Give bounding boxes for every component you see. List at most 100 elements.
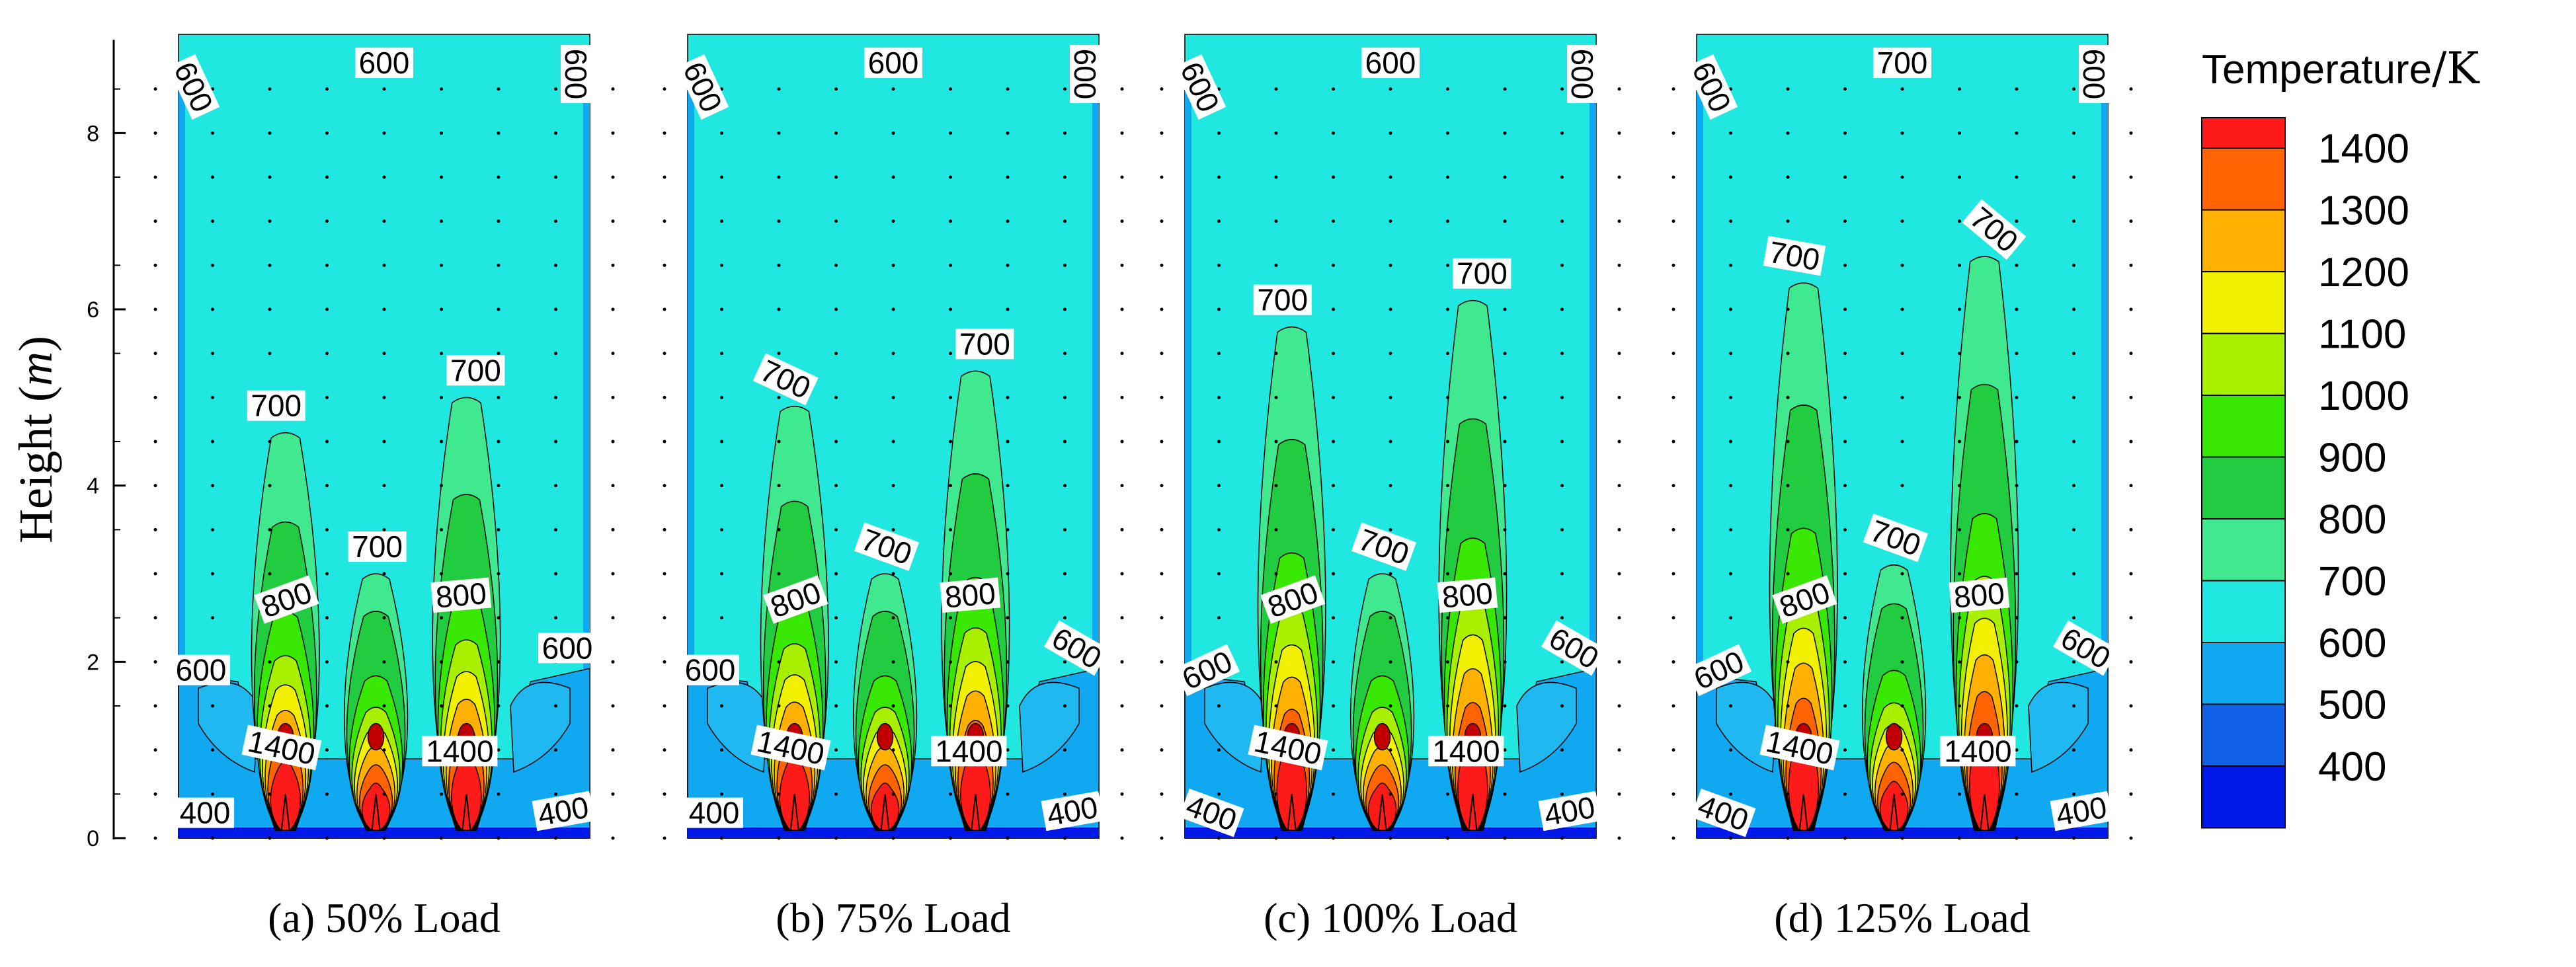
grid-dot xyxy=(1063,263,1067,267)
grid-dot xyxy=(153,836,157,840)
grid-dot xyxy=(949,307,952,311)
grid-dot xyxy=(1120,395,1124,399)
right-wall-band xyxy=(1092,74,1099,838)
grid-dot xyxy=(891,440,895,444)
contour-label-core-right: 1400 xyxy=(1428,734,1504,768)
grid-dot xyxy=(1560,836,1564,840)
grid-dot xyxy=(777,704,781,708)
grid-dot xyxy=(1120,131,1124,135)
grid-dot xyxy=(949,616,952,620)
grid-dot xyxy=(2129,352,2133,356)
contour-label-flame-top-right: 700 xyxy=(1453,256,1511,291)
grid-dot xyxy=(2015,792,2019,796)
contour-label-flame-top-right-text: 700 xyxy=(959,327,1010,361)
grid-dots xyxy=(1671,87,2133,840)
grid-dot xyxy=(1006,440,1010,444)
contour-label-flame-mid-left-bg xyxy=(763,575,828,624)
grid-dot xyxy=(1560,307,1564,311)
grid-dot xyxy=(1120,792,1124,796)
grid-dot xyxy=(325,131,329,135)
grid-dot xyxy=(1217,527,1221,531)
grid-dot xyxy=(1671,792,1675,796)
grid-dot xyxy=(153,219,157,223)
grid-dot xyxy=(153,440,157,444)
grid-dot xyxy=(1332,660,1335,664)
grid-dot xyxy=(2015,131,2019,135)
grid-dot xyxy=(382,352,386,356)
grid-dot xyxy=(497,307,501,311)
contour-label-core-right-bg xyxy=(931,736,1007,767)
flame-core xyxy=(1373,722,1391,751)
grid-dot xyxy=(382,175,386,179)
grid-dot xyxy=(663,263,666,267)
colorbar-level-label: 1200 xyxy=(2318,250,2409,295)
grid-dot xyxy=(2072,704,2075,708)
grid-dot xyxy=(1332,704,1335,708)
grid-dot xyxy=(1900,484,1904,488)
grid-dot xyxy=(2015,440,2019,444)
grid-dot xyxy=(1446,704,1449,708)
grid-dot xyxy=(1503,87,1507,91)
y-tick-label: 6 xyxy=(87,297,99,323)
grid-dot xyxy=(1274,660,1278,664)
grid-dot xyxy=(611,527,615,531)
grid-dot xyxy=(2129,836,2133,840)
grid-dot xyxy=(720,263,723,267)
colorbar-swatch xyxy=(2201,147,2286,211)
grid-dot xyxy=(1006,484,1010,488)
colorbar-level-label: 1400 xyxy=(2318,126,2409,172)
grid-dot xyxy=(834,748,838,752)
grid-dot xyxy=(1671,307,1675,311)
grid-dot xyxy=(2072,660,2075,664)
grid-dot xyxy=(2072,352,2075,356)
contour-label-right-wall: 600 xyxy=(1068,45,1102,103)
grid-dot xyxy=(2072,307,2075,311)
colorbar-swatch xyxy=(2201,703,2286,767)
grid-dot xyxy=(720,836,723,840)
grid-dot xyxy=(720,352,723,356)
grid-dot xyxy=(1063,660,1067,664)
grid-dot xyxy=(949,87,952,91)
grid-dot xyxy=(1958,484,1961,488)
contour-label-flame-top-right-bg xyxy=(1962,199,2027,260)
grid-dot xyxy=(554,572,557,576)
grid-dot xyxy=(1274,572,1278,576)
grid-dot xyxy=(1217,572,1221,576)
grid-dot xyxy=(1729,572,1732,576)
grid-dot xyxy=(777,660,781,664)
grid-dot xyxy=(153,484,157,488)
contour-label-flame-mid-right-text: 800 xyxy=(434,576,488,614)
grid-dot xyxy=(1217,219,1221,223)
grid-dot xyxy=(720,484,723,488)
grid-dot xyxy=(554,352,557,356)
contour-label-mid-left-bg xyxy=(1174,644,1240,697)
grid-dot xyxy=(1160,395,1164,399)
grid-dot xyxy=(1671,219,1675,223)
grid-dot xyxy=(1843,352,1847,356)
grid-dot xyxy=(1900,307,1904,311)
grid-dot xyxy=(1729,704,1732,708)
contour-label-flame-mid-right-bg xyxy=(940,577,1001,613)
grid-dot xyxy=(1120,440,1124,444)
grid-dot xyxy=(440,792,443,796)
grid-dot xyxy=(1560,748,1564,752)
grid-dot xyxy=(1958,131,1961,135)
grid-dot xyxy=(1332,307,1335,311)
contour-label-top-text: 600 xyxy=(1365,46,1416,80)
contour-label-mid-left-bg xyxy=(172,654,230,685)
contour-label-core-right: 1400 xyxy=(422,734,498,768)
grid-dot xyxy=(611,131,615,135)
grid-dot xyxy=(1160,352,1164,356)
contour-label-core-right: 1400 xyxy=(1940,734,2016,768)
grid-dot xyxy=(153,748,157,752)
burner-nozzle xyxy=(1889,794,1899,831)
grid-dot xyxy=(1786,484,1790,488)
grid-dot xyxy=(325,395,329,399)
grid-dot xyxy=(1617,527,1621,531)
grid-dot xyxy=(1503,395,1507,399)
grid-dot xyxy=(2015,263,2019,267)
contour-label-flame-top-right: 700 xyxy=(446,353,505,387)
grid-dot xyxy=(1958,352,1961,356)
grid-dot xyxy=(1217,440,1221,444)
grid-dot xyxy=(1446,395,1449,399)
